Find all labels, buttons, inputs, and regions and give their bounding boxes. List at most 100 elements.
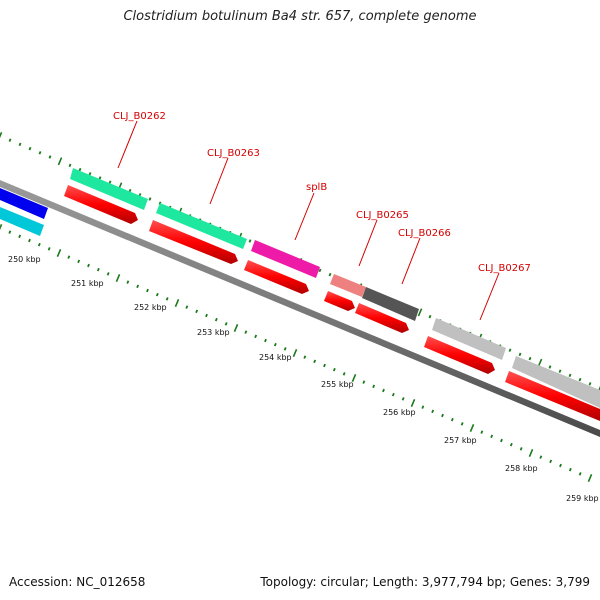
minor-tick [559,463,562,468]
minor-tick [391,392,395,397]
gene-bar-clj-b0265 [330,274,366,297]
gene-bar-clj-b0262 [70,168,148,210]
minor-tick [98,176,102,180]
minor-tick [578,377,582,382]
minor-tick [401,397,405,401]
minor-tick [136,284,140,289]
minor-tick [88,172,92,176]
gene-bar [512,356,600,408]
tick-label: 252 kbp [134,303,167,312]
minor-tick [450,417,454,422]
minor-tick [148,197,152,201]
topology-summary: Topology: circular; Length: 3,977,794 bp… [260,575,590,589]
minor-tick [480,430,484,434]
leader-line [479,272,500,321]
major-tick [417,308,423,317]
gene-label-clj-b0267: CLJ_B0267 [478,263,531,274]
tick-label: 253 kbp [197,328,230,337]
leader-line [117,120,138,169]
cds-arrow [505,371,600,421]
accession-text: Accession: NC_012658 [9,575,146,589]
minor-tick [518,352,522,357]
gene-bar-clj-b0267 [432,318,506,360]
major-tick [0,224,3,231]
minor-tick [421,405,425,409]
minor-tick [431,409,435,414]
major-tick [469,424,475,432]
minor-tick [500,438,503,443]
minor-tick [126,280,130,284]
minor-tick [8,230,12,234]
minor-tick [441,413,444,418]
minor-tick [332,367,336,372]
minor-tick [185,305,189,309]
minor-tick [108,180,112,184]
major-tick [56,249,62,257]
minor-tick [224,322,228,326]
minor-tick [37,242,41,247]
minor-tick [48,155,52,159]
minor-tick [323,363,326,368]
major-tick [174,299,180,307]
minor-tick [539,455,543,459]
minor-tick [205,313,208,318]
minor-tick [549,459,553,464]
major-tick [115,274,121,282]
leader-line [209,157,229,205]
minor-tick [165,297,169,301]
minor-tick [78,167,82,172]
major-tick [0,132,3,139]
feature-track [0,168,600,408]
minor-tick [28,238,31,243]
map-title: Clostridium botulinum Ba4 str. 657, comp… [123,9,477,24]
minor-tick [195,309,199,314]
minor-tick [96,267,100,272]
minor-tick [273,342,277,347]
leader-line [401,237,421,285]
gene-bar-clj-b0266 [362,287,419,321]
gene-bar-splb [251,240,320,278]
minor-tick [28,146,32,151]
minor-tick [77,259,81,264]
tick-label: 250 kbp [8,255,41,264]
gene-label-clj-b0266: CLJ_B0266 [398,228,451,239]
forward-cds-track [64,185,600,421]
minor-tick [106,272,110,276]
minor-tick [67,255,71,259]
minor-tick [362,380,366,384]
minor-tick [428,314,432,319]
minor-tick [254,334,258,339]
gene-label-splb: splB [306,182,327,193]
minor-tick [248,239,252,243]
minor-tick [155,292,159,297]
minor-tick [578,472,582,476]
gene-label-clj-b0262: CLJ_B0262 [113,111,166,122]
tick-labels: 250 kbp 251 kbp 252 kbp 253 kbp 254 kbp … [8,255,599,503]
major-tick [57,157,63,166]
minor-tick [490,434,494,439]
minor-tick [508,348,512,352]
minor-tick [558,369,562,373]
inner-ruler [0,224,593,482]
gene-bar-clj-b0263 [156,203,247,249]
minor-tick [244,330,248,334]
minor-tick [519,447,523,451]
minor-tick [568,467,572,472]
major-tick [233,324,239,332]
tick-label: 256 kbp [383,408,416,417]
minor-tick [68,163,72,168]
minor-tick [328,272,332,277]
minor-tick [568,373,572,378]
minor-tick [318,268,322,273]
tick-label: 258 kbp [505,464,538,473]
minor-tick [38,151,42,155]
major-tick [537,358,543,367]
minor-tick [47,247,51,251]
minor-tick [342,372,346,376]
gene-bar [0,207,44,236]
minor-tick [460,422,464,426]
label-leaders [117,120,500,321]
minor-tick [8,138,12,142]
minor-tick [18,142,22,147]
